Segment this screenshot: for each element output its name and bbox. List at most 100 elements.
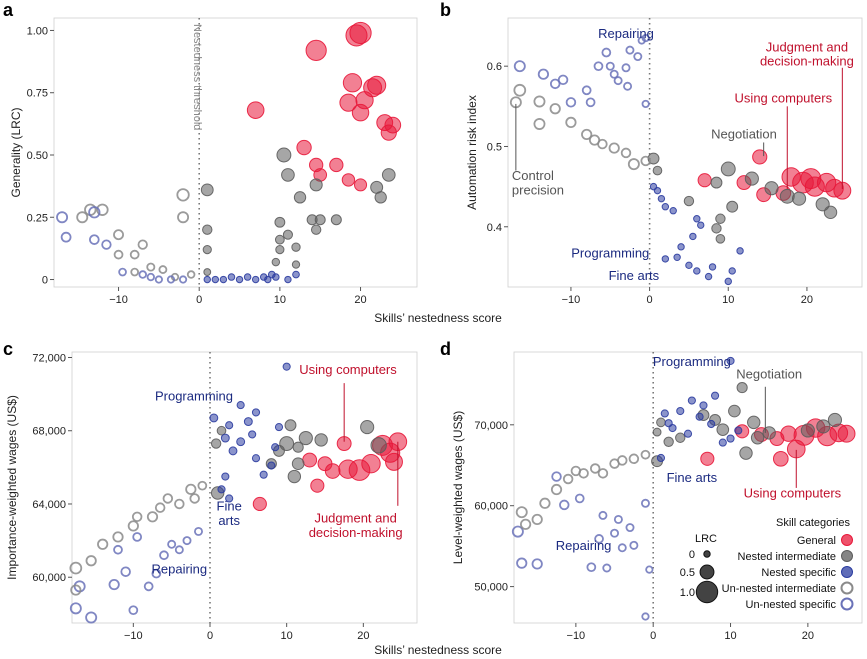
data-point-unnested-specific bbox=[633, 52, 643, 62]
data-point-unnested-specific bbox=[146, 272, 155, 282]
data-point-nested-intermediate bbox=[292, 441, 304, 453]
data-point-unnested-intermediate bbox=[581, 128, 593, 141]
annotation-label: Programming bbox=[653, 354, 731, 369]
data-point-unnested-intermediate bbox=[186, 270, 196, 279]
data-point-unnested-specific bbox=[113, 544, 123, 555]
data-point-unnested-specific bbox=[85, 611, 98, 624]
legend-marker-nested-intermediate bbox=[841, 550, 853, 562]
data-point-nested-specific bbox=[272, 273, 280, 281]
x-tick-label: 0 bbox=[647, 294, 653, 306]
data-point-nested-specific bbox=[676, 406, 685, 416]
legend-marker-general bbox=[841, 534, 853, 546]
data-point-nested-specific bbox=[707, 419, 716, 429]
data-point-unnested-intermediate bbox=[76, 211, 89, 224]
x-tick-label: 0 bbox=[207, 630, 213, 642]
data-point-general bbox=[338, 459, 358, 479]
data-point-unnested-intermediate bbox=[533, 118, 546, 130]
legend-lrc-size-05: 0.5 bbox=[680, 567, 695, 579]
data-point-nested-specific bbox=[251, 454, 261, 463]
data-point-nested-intermediate bbox=[314, 214, 326, 226]
annotation-label: Programming bbox=[155, 389, 233, 404]
data-point-unnested-intermediate bbox=[112, 531, 124, 543]
data-point-unnested-intermediate bbox=[129, 249, 140, 260]
data-point-nested-specific bbox=[211, 275, 220, 284]
data-point-nested-intermediate bbox=[656, 417, 666, 428]
data-point-unnested-specific bbox=[537, 68, 550, 80]
data-point-general bbox=[380, 124, 397, 141]
x-tick-label: 20 bbox=[357, 630, 369, 642]
annotation-label: Repairing bbox=[556, 538, 612, 553]
data-point-nested-specific bbox=[653, 186, 662, 195]
legend-lrc-size-1: 1.0 bbox=[680, 587, 695, 599]
y-axis-label: Generality (LRC) bbox=[9, 107, 23, 197]
data-point-nested-intermediate bbox=[203, 268, 212, 276]
annotation-label: decision-making bbox=[760, 53, 854, 68]
data-point-unnested-intermediate bbox=[549, 103, 561, 115]
data-point-unnested-intermediate bbox=[531, 513, 543, 526]
y-tick-label: 0 bbox=[42, 275, 48, 287]
data-point-unnested-specific bbox=[594, 534, 604, 544]
data-point-nested-intermediate bbox=[739, 446, 753, 460]
data-point-nested-intermediate bbox=[309, 178, 323, 192]
data-point-nested-intermediate bbox=[747, 415, 761, 430]
data-point-unnested-intermediate bbox=[515, 506, 528, 519]
data-point-nested-intermediate bbox=[663, 436, 674, 447]
data-point-nested-specific bbox=[220, 433, 230, 443]
data-point-nested-specific bbox=[248, 430, 257, 439]
data-point-nested-specific bbox=[687, 396, 696, 405]
data-point-unnested-intermediate bbox=[539, 497, 551, 509]
data-point-unnested-specific bbox=[513, 60, 526, 73]
panel-letter-c: c bbox=[3, 339, 13, 359]
data-point-nested-specific bbox=[736, 247, 744, 255]
data-point-nested-specific bbox=[236, 401, 245, 410]
panel-d: −10 0 10 20 50,000 60,000 70,000 Level-weighted… bbox=[451, 351, 863, 642]
data-point-unnested-specific bbox=[625, 45, 635, 55]
data-point-unnested-specific bbox=[143, 581, 154, 592]
data-point-nested-specific bbox=[284, 275, 292, 284]
data-point-unnested-specific bbox=[551, 471, 562, 482]
annotation-label: Negotiation bbox=[736, 367, 802, 382]
data-point-unnested-intermediate bbox=[146, 511, 159, 523]
y-tick-label: 1.00 bbox=[27, 25, 48, 37]
data-point-general bbox=[305, 39, 327, 61]
data-point-nested-specific bbox=[228, 446, 238, 456]
data-point-nested-specific bbox=[264, 275, 272, 284]
data-point-nested-intermediate bbox=[291, 457, 305, 471]
data-point-nested-specific bbox=[726, 356, 735, 365]
data-point-nested-intermediate bbox=[291, 242, 301, 252]
data-point-nested-specific bbox=[221, 472, 230, 481]
data-point-nested-intermediate bbox=[275, 245, 285, 255]
data-point-nested-intermediate bbox=[287, 469, 302, 484]
y-tick-label: 60,000 bbox=[32, 572, 66, 584]
data-point-unnested-specific bbox=[640, 498, 650, 508]
x-tick-label: 0 bbox=[650, 630, 656, 642]
data-point-unnested-intermediate bbox=[113, 229, 124, 241]
panel-letter-a: a bbox=[3, 0, 14, 20]
data-point-nested-specific bbox=[225, 421, 234, 430]
data-point-nested-specific bbox=[219, 275, 228, 284]
x-tick-label: 10 bbox=[724, 630, 736, 642]
data-point-nested-specific bbox=[243, 273, 252, 281]
data-point-unnested-intermediate bbox=[158, 265, 168, 274]
data-point-unnested-intermediate bbox=[578, 468, 589, 479]
data-point-unnested-intermediate bbox=[189, 493, 200, 504]
data-point-nested-intermediate bbox=[381, 168, 396, 182]
data-point-nested-specific bbox=[669, 207, 677, 215]
data-point-unnested-specific bbox=[120, 566, 131, 577]
data-point-nested-intermediate bbox=[274, 234, 285, 245]
data-point-unnested-specific bbox=[154, 275, 163, 284]
data-point-unnested-specific bbox=[178, 275, 188, 284]
data-point-nested-intermediate bbox=[652, 165, 663, 176]
data-point-unnested-specific bbox=[598, 510, 608, 520]
annotation-label: Fine bbox=[217, 498, 242, 513]
data-point-unnested-intermediate bbox=[177, 211, 190, 224]
data-point-unnested-specific bbox=[174, 545, 184, 555]
annotation-label: precision bbox=[512, 183, 564, 198]
data-point-unnested-specific bbox=[645, 565, 654, 574]
data-point-nested-intermediate bbox=[210, 438, 222, 449]
data-point-nested-specific bbox=[227, 273, 236, 281]
data-point-nested-specific bbox=[251, 275, 260, 284]
legend-item-general: General bbox=[797, 535, 836, 547]
data-point-general bbox=[341, 173, 356, 187]
data-point-unnested-intermediate bbox=[597, 468, 609, 479]
